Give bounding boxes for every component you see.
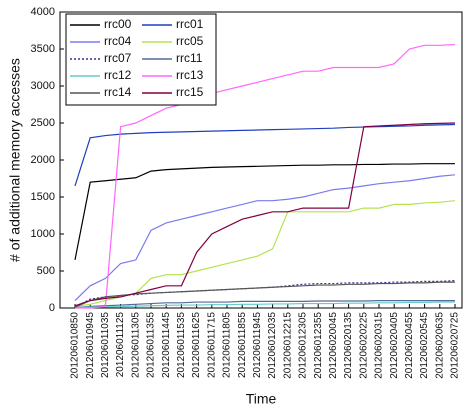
x-tick-label: 201206011125	[115, 312, 126, 378]
y-tick-label: 3500	[31, 43, 55, 55]
y-axis-label: # of additional memory accesses	[7, 58, 23, 262]
x-tick-label: 201206020225	[358, 312, 369, 379]
x-tick-label: 201206020135	[343, 312, 354, 379]
x-tick-label: 201206020545	[419, 312, 430, 379]
series-line	[74, 163, 455, 261]
legend-label: rrc12	[104, 68, 132, 82]
x-tick-label: 201206010945	[85, 312, 96, 379]
x-tick-label: 201206011355	[146, 312, 157, 378]
x-tick-label: 201206020405	[389, 312, 400, 379]
x-tick-label: 201206011855	[237, 312, 248, 378]
x-tick-label: 201206011445	[161, 312, 172, 378]
legend-label: rrc07	[104, 51, 132, 65]
legend-label: rrc00	[104, 17, 132, 31]
x-tick-label: 201206011715	[206, 312, 217, 378]
legend-label: rrc11	[176, 51, 203, 65]
x-tick-label: 201206011945	[252, 312, 263, 378]
x-tick-label: 201206020315	[374, 312, 385, 379]
x-tick-label: 201206012355	[313, 312, 324, 379]
x-tick-label: 201206012035	[267, 312, 278, 379]
x-tick-label: 201206020635	[434, 312, 445, 379]
legend-label: rrc05	[176, 34, 204, 48]
legend-label: rrc04	[104, 34, 132, 48]
series-line	[75, 43, 456, 309]
x-tick-label: 201206012305	[298, 312, 309, 379]
legend-label: rrc15	[176, 85, 204, 99]
legend-label: rrc14	[104, 85, 132, 99]
series-line	[74, 122, 456, 307]
series-line	[74, 200, 456, 308]
series-line	[74, 174, 456, 302]
x-tick-label: 201206011035	[100, 312, 111, 378]
x-tick-label: 201206012215	[282, 312, 293, 379]
y-tick-label: 2500	[31, 117, 55, 129]
series-line	[74, 281, 455, 308]
series-line	[74, 123, 456, 187]
x-tick-label: 201206020045	[328, 312, 339, 379]
series-line	[74, 300, 455, 309]
x-tick-label: 201206011535	[176, 312, 187, 378]
legend-label: rrc01	[176, 17, 204, 31]
y-tick-label: 1500	[31, 191, 55, 203]
series-line	[74, 301, 455, 309]
y-tick-label: 0	[49, 302, 55, 314]
x-tick-label: 201206011305	[130, 312, 141, 378]
y-tick-label: 1000	[31, 228, 55, 240]
x-tick-label: 201206011805	[222, 312, 233, 378]
x-tick-label: 201206020725	[450, 312, 461, 379]
y-tick-label: 500	[37, 265, 55, 277]
y-tick-label: 3000	[31, 80, 55, 92]
x-tick-label: 201206020455	[404, 312, 415, 379]
x-tick-label: 201206010850	[70, 312, 81, 379]
x-tick-label: 201206011625	[191, 312, 202, 378]
y-tick-label: 4000	[31, 6, 55, 18]
x-axis-label: Time	[246, 391, 277, 407]
y-tick-label: 2000	[31, 154, 55, 166]
legend-label: rrc13	[176, 68, 204, 82]
